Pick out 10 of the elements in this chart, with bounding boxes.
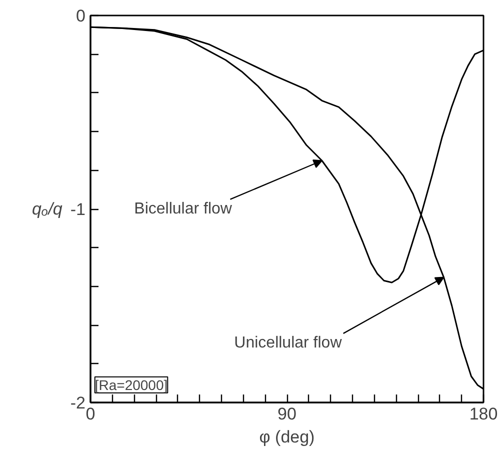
x-tick-label: 180 xyxy=(469,404,498,424)
y-tick-label: -1 xyxy=(70,200,86,219)
x-tick-label: 90 xyxy=(278,404,296,424)
y-tick-label: -2 xyxy=(70,394,86,412)
y-axis-title: qₒ/q xyxy=(32,200,63,218)
annotation: [Ra=20000] xyxy=(94,376,168,393)
annotation: Bicellular flow xyxy=(134,200,232,218)
y-tick-label: 0 xyxy=(76,6,86,26)
x-axis-title: φ (deg) xyxy=(259,428,315,446)
annotation: Unicellular flow xyxy=(234,334,342,352)
